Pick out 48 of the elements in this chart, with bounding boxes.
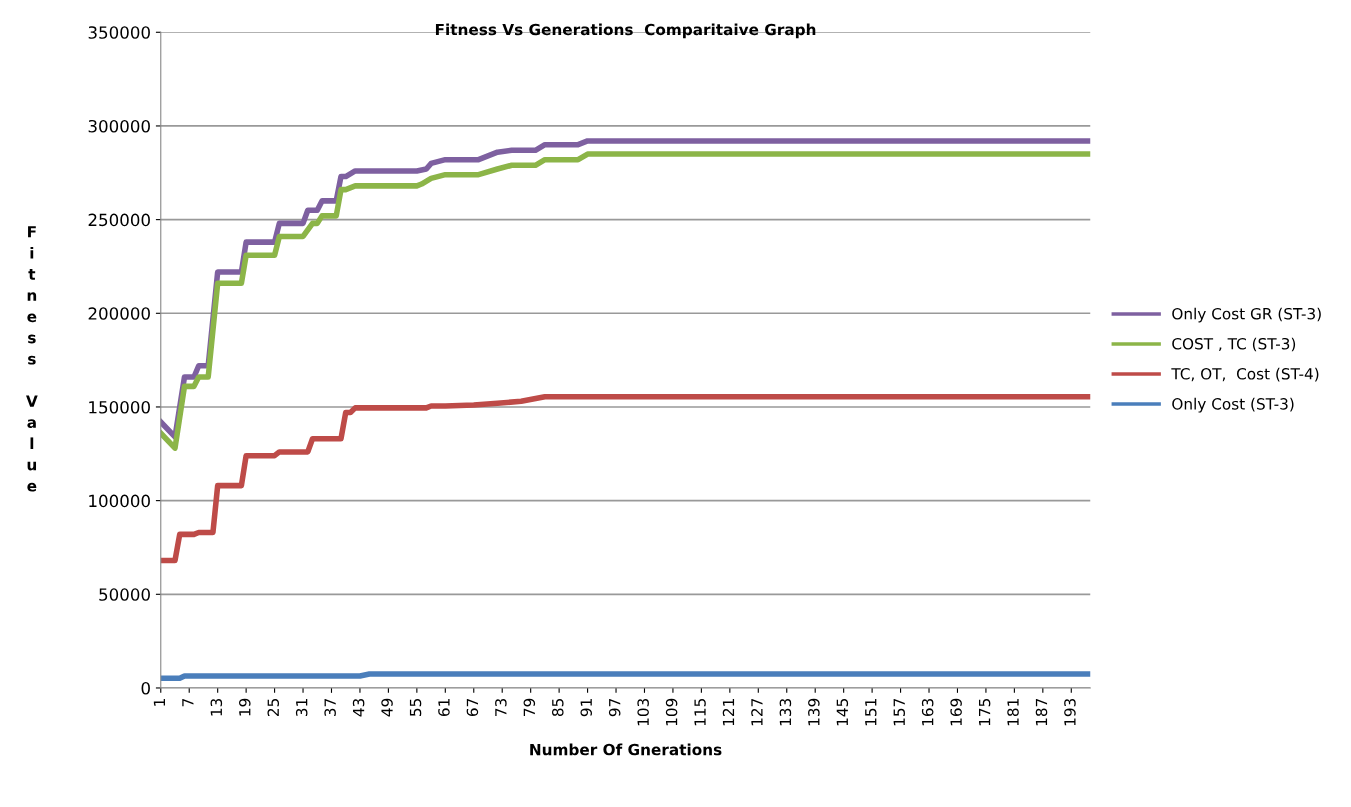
x-tick-label: 73 (495, 698, 507, 716)
x-tick-label: 97 (608, 699, 621, 717)
x-tick-label: 31 (295, 699, 308, 716)
x-tick-label: 187 (1035, 699, 1048, 726)
x-tick-label: 79 (523, 698, 536, 716)
legend-label: Only Cost GR (ST-3) (1172, 307, 1321, 323)
x-tick-label: 85 (552, 699, 564, 717)
x-tick-label: 67 (466, 699, 479, 717)
x-tick-label: 109 (665, 698, 678, 726)
x-tick-label: 13 (210, 698, 223, 716)
chart-title: Fitness Vs Generations Comparitaive Graph (435, 23, 816, 39)
y-tick-label: 250000 (88, 213, 150, 227)
x-tick-label: 25 (267, 699, 280, 717)
x-tick-label: 7 (182, 699, 194, 707)
x-tick-label: 163 (921, 698, 934, 726)
x-tick-label: 103 (637, 698, 649, 726)
x-tick-label: 175 (979, 699, 991, 726)
y-tick-label: 50000 (99, 588, 150, 601)
text: Fitness Value (26, 226, 38, 492)
x-tick-label: 157 (893, 699, 905, 726)
x-tick-label: 127 (751, 699, 763, 726)
legend-label: TC, OT, Cost (ST-4) (1171, 367, 1319, 382)
y-tick-label: 300000 (88, 119, 150, 133)
x-axis-title: Number Of Gnerations (530, 743, 722, 756)
legend-label: COST , TC (ST-3) (1172, 337, 1296, 352)
x-tick-label: 61 (438, 699, 450, 717)
x-tick-label: 133 (779, 698, 792, 726)
x-tick-label: 37 (324, 699, 336, 716)
x-tick-label: 91 (580, 699, 593, 717)
y-tick-label: 200000 (88, 307, 150, 320)
x-tick-label: 55 (409, 699, 422, 716)
x-tick-label: 1 (153, 699, 165, 706)
x-tick-label: 181 (1007, 699, 1019, 726)
x-tick-label: 145 (836, 699, 849, 726)
legend-label: Only Cost (ST-3) (1172, 397, 1294, 413)
y-tick-label: 350000 (88, 26, 150, 39)
x-tick-label: 139 (808, 698, 820, 726)
x-tick-label: 169 (950, 698, 962, 726)
y-tick-label: 100000 (89, 494, 150, 508)
x-tick-label: 121 (722, 699, 735, 726)
x-tick-label: 193 (1064, 698, 1076, 726)
x-tick-label: 19 (239, 698, 251, 716)
y-tick-label: 150000 (89, 400, 150, 414)
y-tick-label: 0 (141, 681, 150, 695)
x-tick-label: 43 (352, 698, 365, 717)
x-tick-label: 49 (381, 698, 393, 717)
x-tick-label: 115 (694, 699, 706, 726)
x-tick-label: 151 (865, 699, 877, 726)
